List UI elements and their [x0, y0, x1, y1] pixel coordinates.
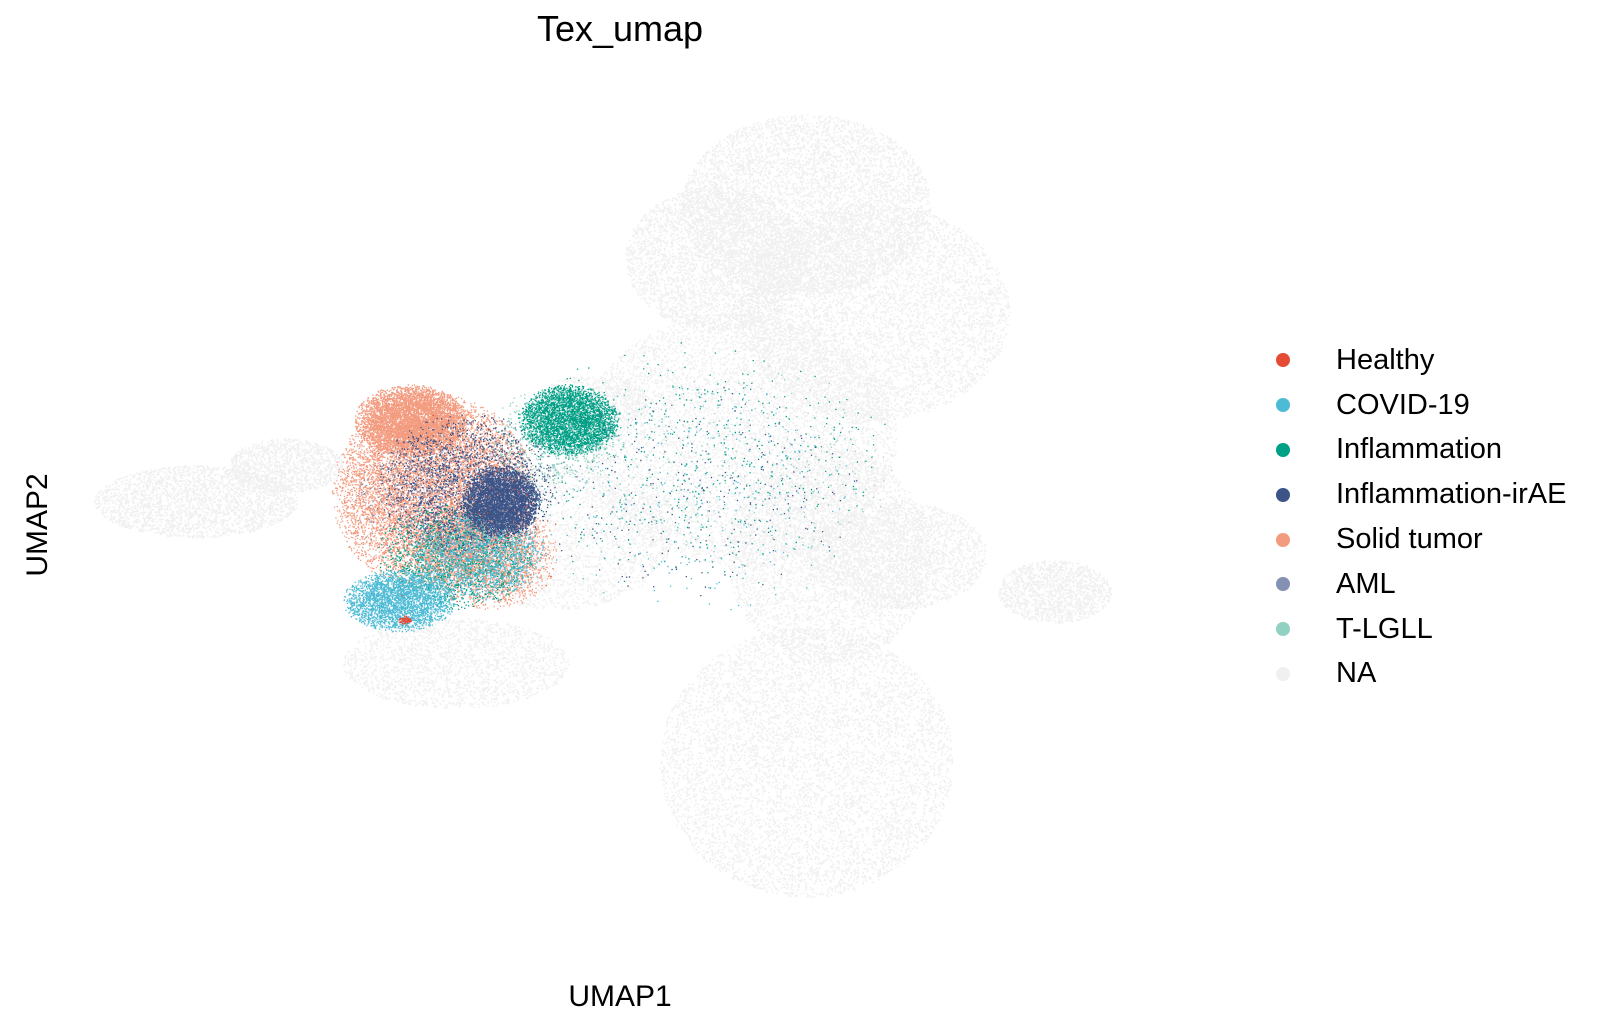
x-axis-label: UMAP1	[568, 980, 672, 1013]
point-cluster	[738, 204, 1011, 422]
legend-marker	[1276, 532, 1290, 547]
legend-item: NA	[1262, 652, 1566, 697]
legend-marker	[1276, 622, 1290, 637]
legend-label: AML	[1336, 567, 1396, 600]
legend-label: NA	[1336, 657, 1377, 690]
point-cluster	[625, 186, 808, 332]
point-cluster	[806, 501, 987, 610]
point-cluster	[355, 384, 468, 457]
legend-label: Inflammation	[1336, 433, 1503, 466]
legend-item: T-LGLL	[1262, 607, 1566, 652]
legend-label: COVID-19	[1336, 388, 1470, 421]
legend-marker	[1276, 442, 1290, 457]
point-cluster	[998, 560, 1113, 624]
legend-marker	[1276, 353, 1290, 368]
legend-item: AML	[1262, 562, 1566, 607]
point-cluster	[378, 502, 533, 610]
point-cluster	[231, 438, 344, 494]
point-cluster	[94, 465, 298, 539]
legend-item: Inflammation-irAE	[1262, 472, 1566, 517]
point-cluster	[342, 618, 570, 710]
legend-marker	[1276, 398, 1290, 413]
chart-title: Tex_umap	[536, 8, 704, 49]
series-covid-19	[343, 369, 857, 633]
point-cluster	[343, 568, 457, 633]
point-cluster	[659, 627, 954, 898]
legend-marker	[1276, 666, 1290, 681]
point-cluster	[412, 510, 548, 601]
legend: Healthy COVID-19 Inflammation Inflammation-…	[1262, 338, 1566, 696]
legend-marker	[1276, 487, 1290, 502]
legend-item: Inflammation	[1262, 428, 1566, 473]
umap-scatter-plot	[94, 114, 1113, 898]
legend-item: Solid tumor	[1262, 517, 1566, 562]
legend-label: Inflammation-irAE	[1336, 478, 1567, 511]
series-healthy	[377, 414, 557, 625]
legend-label: Healthy	[1336, 343, 1435, 376]
legend-label: Solid tumor	[1336, 523, 1483, 556]
point-cluster	[398, 615, 413, 625]
legend-item: Healthy	[1262, 338, 1566, 383]
series-na	[94, 114, 1113, 898]
legend-item: COVID-19	[1262, 383, 1566, 428]
legend-label: T-LGLL	[1336, 612, 1433, 645]
scatter-points	[94, 114, 1113, 898]
point-cluster	[681, 114, 932, 296]
y-axis-label: UMAP2	[21, 473, 54, 577]
legend-marker	[1276, 577, 1290, 592]
